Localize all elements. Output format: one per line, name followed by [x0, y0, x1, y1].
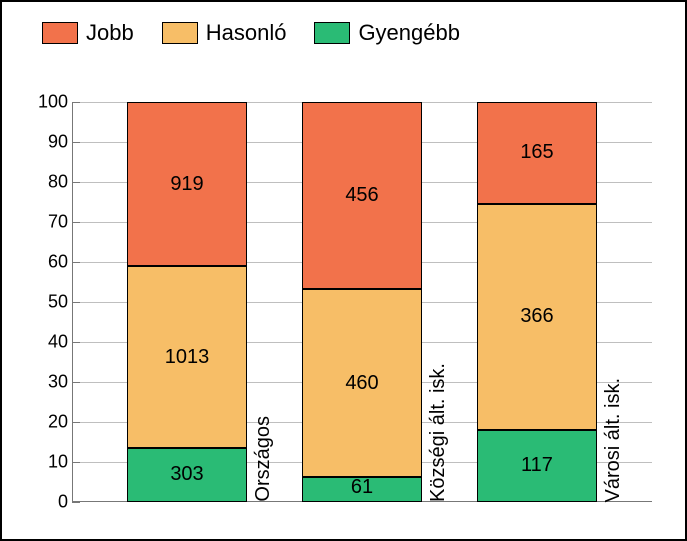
legend-label-hasonlo: Hasonló	[206, 20, 287, 46]
y-tick-label: 10	[48, 452, 68, 473]
bar-segment-jobb: 456	[302, 102, 422, 289]
y-tick	[72, 142, 80, 143]
category-label: Országos	[252, 416, 275, 502]
legend: Jobb Hasonló Gyengébb	[42, 20, 460, 46]
y-tick	[72, 422, 80, 423]
swatch-gyengebb	[314, 22, 350, 44]
y-tick-label: 0	[58, 492, 68, 513]
bar-column: 117 366 165	[477, 102, 597, 502]
bar-segment-gyengebb: 61	[302, 477, 422, 502]
legend-item-hasonlo: Hasonló	[162, 20, 287, 46]
y-tick	[72, 382, 80, 383]
y-axis: 0102030405060708090100	[27, 102, 72, 502]
bar-column: 303 1013 919	[127, 102, 247, 502]
category-label: Városi ált. isk.	[602, 378, 625, 502]
bar-value-label: 1013	[165, 346, 210, 369]
category-label: Községi ált. isk.	[427, 363, 450, 502]
y-tick	[72, 302, 80, 303]
bar-segment-jobb: 165	[477, 102, 597, 204]
bar-value-label: 460	[345, 372, 378, 395]
y-tick-label: 20	[48, 412, 68, 433]
swatch-jobb	[42, 22, 78, 44]
bar-segment-jobb: 919	[127, 102, 247, 266]
bar-value-label: 456	[345, 184, 378, 207]
swatch-hasonlo	[162, 22, 198, 44]
bar-segment-gyengebb: 117	[477, 430, 597, 502]
bar-value-label: 366	[520, 305, 553, 328]
plot-area: 303 1013 919 Országos 61 460 456 Községi ált. i…	[72, 102, 652, 502]
y-tick	[72, 262, 80, 263]
y-tick-label: 30	[48, 372, 68, 393]
legend-label-gyengebb: Gyengébb	[358, 20, 460, 46]
y-tick	[72, 342, 80, 343]
y-tick-label: 50	[48, 292, 68, 313]
chart-frame: Jobb Hasonló Gyengébb 0 10 20 30 40 50 60 70 80 9…	[0, 0, 687, 541]
y-tick	[72, 102, 80, 103]
bar-value-label: 165	[520, 141, 553, 164]
y-tick-label: 70	[48, 212, 68, 233]
legend-item-gyengebb: Gyengébb	[314, 20, 460, 46]
legend-item-jobb: Jobb	[42, 20, 134, 46]
y-tick	[72, 222, 80, 223]
bar-segment-hasonlo: 1013	[127, 266, 247, 447]
y-tick	[72, 502, 80, 503]
bar-value-label: 303	[170, 463, 203, 486]
y-tick-label: 90	[48, 132, 68, 153]
y-tick	[72, 182, 80, 183]
y-tick-label: 80	[48, 172, 68, 193]
y-tick-label: 100	[38, 92, 68, 113]
bar-segment-hasonlo: 366	[477, 204, 597, 430]
bar-value-label: 61	[351, 476, 373, 499]
bar-segment-gyengebb: 303	[127, 448, 247, 502]
bar-value-label: 919	[170, 173, 203, 196]
bar-segment-hasonlo: 460	[302, 289, 422, 477]
y-tick	[72, 462, 80, 463]
legend-label-jobb: Jobb	[86, 20, 134, 46]
y-tick-label: 40	[48, 332, 68, 353]
bar-column: 61 460 456	[302, 102, 422, 502]
bar-value-label: 117	[521, 454, 553, 477]
y-tick-label: 60	[48, 252, 68, 273]
